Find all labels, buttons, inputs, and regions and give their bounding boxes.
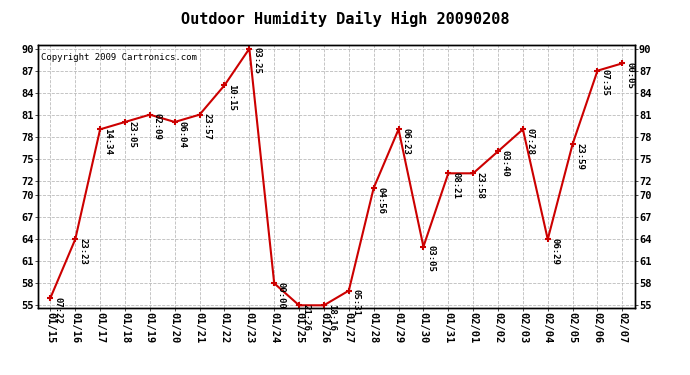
Text: 14:34: 14:34	[103, 128, 112, 155]
Text: Outdoor Humidity Daily High 20090208: Outdoor Humidity Daily High 20090208	[181, 11, 509, 27]
Text: 23:59: 23:59	[575, 142, 584, 170]
Text: 00:00: 00:00	[277, 282, 286, 309]
Text: 02:09: 02:09	[152, 113, 161, 140]
Text: 03:25: 03:25	[252, 47, 261, 74]
Text: 03:40: 03:40	[501, 150, 510, 177]
Text: 06:23: 06:23	[402, 128, 411, 155]
Text: 23:57: 23:57	[202, 113, 211, 140]
Text: 04:56: 04:56	[377, 187, 386, 213]
Text: 07:35: 07:35	[600, 69, 609, 96]
Text: 23:23: 23:23	[78, 238, 87, 265]
Text: 18:16: 18:16	[327, 304, 336, 331]
Text: 07:28: 07:28	[526, 128, 535, 155]
Text: 00:05: 00:05	[625, 62, 634, 89]
Text: 10:15: 10:15	[227, 84, 236, 111]
Text: 06:29: 06:29	[551, 238, 560, 265]
Text: 07:22: 07:22	[53, 297, 62, 324]
Text: Copyright 2009 Cartronics.com: Copyright 2009 Cartronics.com	[41, 53, 197, 62]
Text: 03:05: 03:05	[426, 245, 435, 272]
Text: 05:31: 05:31	[352, 289, 361, 316]
Text: 21:26: 21:26	[302, 304, 311, 331]
Text: 06:04: 06:04	[177, 121, 186, 147]
Text: 08:21: 08:21	[451, 172, 460, 199]
Text: 23:58: 23:58	[476, 172, 485, 199]
Text: 23:05: 23:05	[128, 121, 137, 147]
